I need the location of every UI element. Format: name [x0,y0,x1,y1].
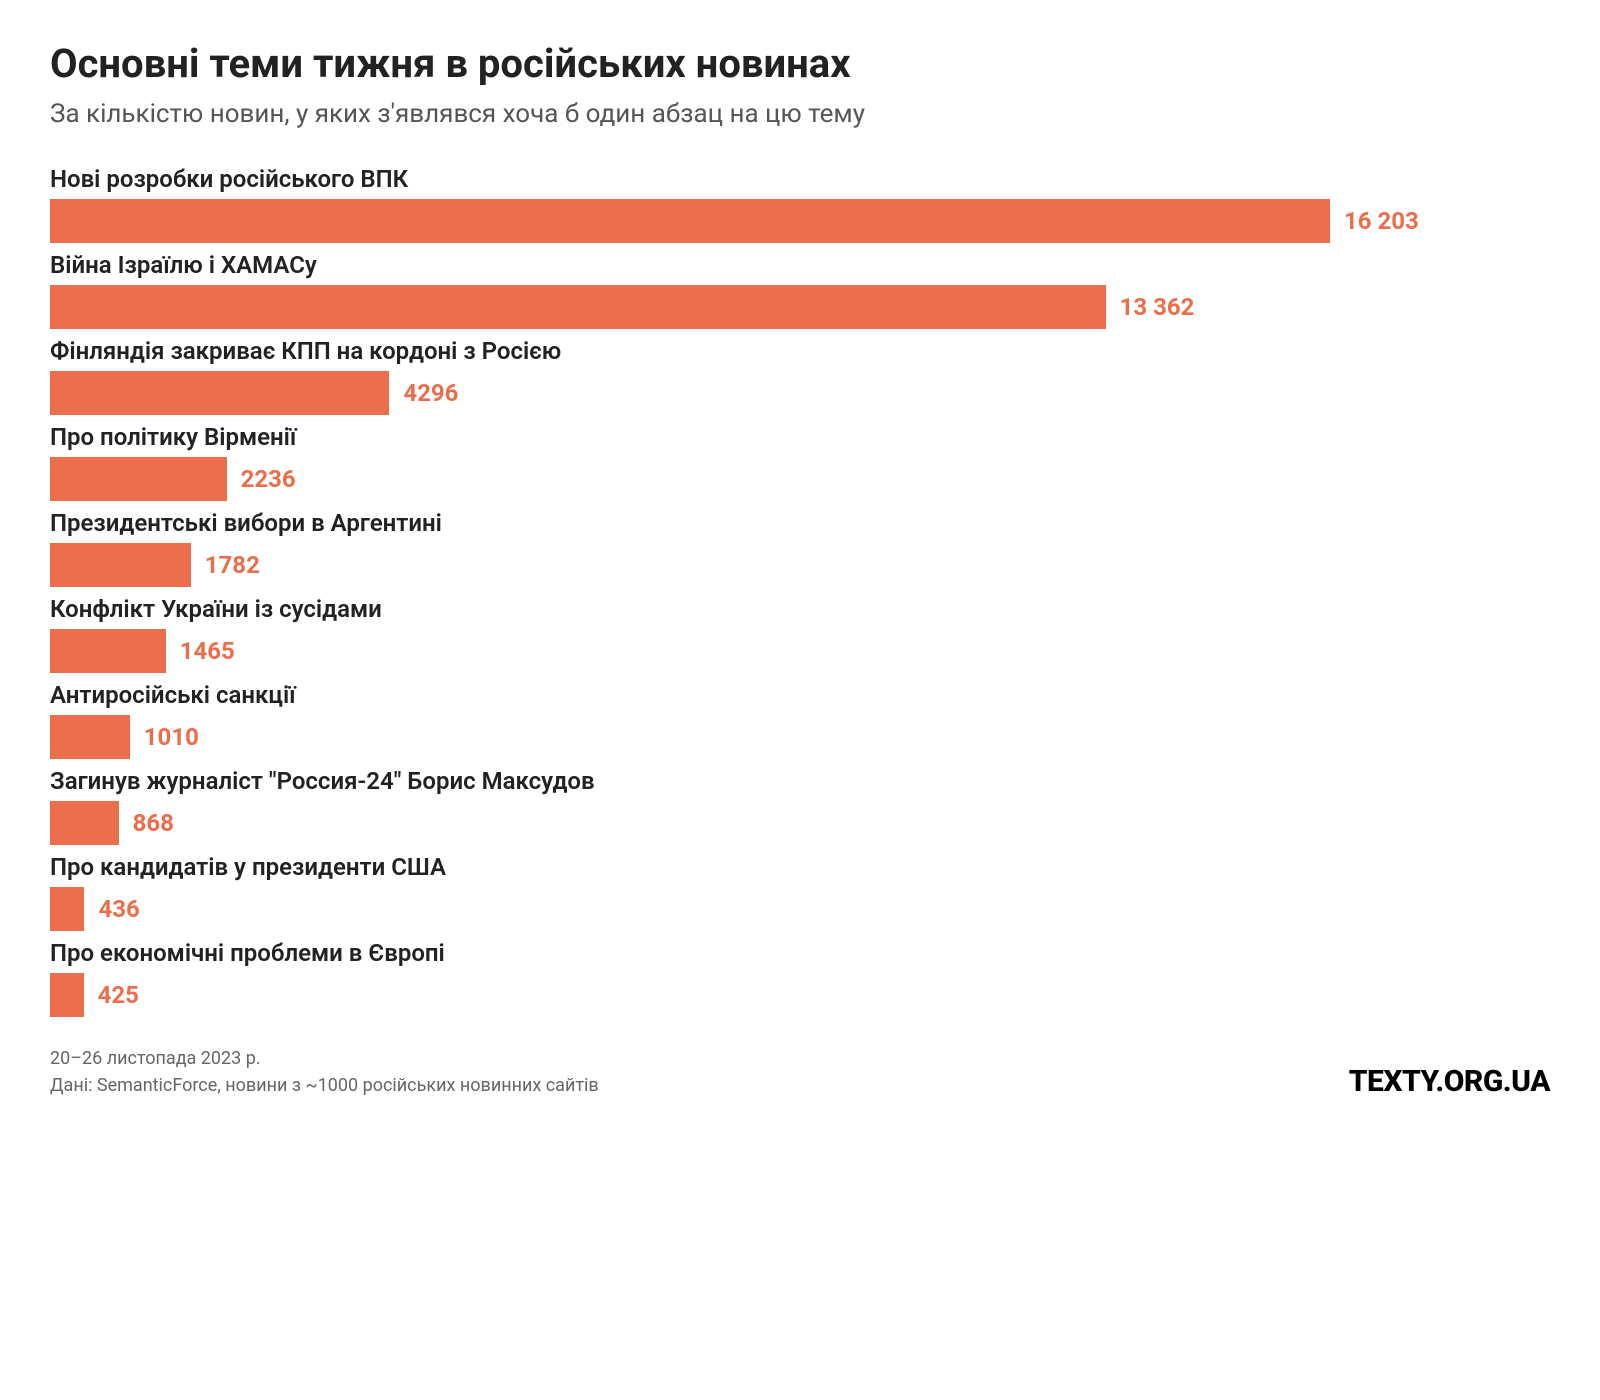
bar-fill [50,543,191,587]
bar-track: 868 [50,801,1550,845]
bar-value: 425 [98,981,139,1009]
bar-value: 16 203 [1344,207,1419,235]
bar-value: 13 362 [1120,293,1195,321]
bar-label: Про економічні проблеми в Європі [50,939,1550,967]
bar-track: 425 [50,973,1550,1017]
chart-subtitle: За кількістю новин, у яких з'являвся хоч… [50,99,1550,129]
bar-label: Війна Ізраїлю і ХАМАСу [50,251,1550,279]
bar-fill [50,371,389,415]
bar-value: 2236 [241,465,296,493]
bar-row: Про політику Вірменії 2236 [50,423,1550,501]
bar-track: 1465 [50,629,1550,673]
bar-fill [50,285,1106,329]
bar-track: 2236 [50,457,1550,501]
bar-label: Про кандидатів у президенти США [50,853,1550,881]
bar-fill [50,199,1330,243]
bar-track: 1782 [50,543,1550,587]
chart-footer: 20–26 листопада 2023 р. Дані: SemanticFo… [50,1045,1550,1099]
bar-value: 4296 [403,379,458,407]
bar-track: 13 362 [50,285,1550,329]
bar-row: Антиросійські санкції 1010 [50,681,1550,759]
bar-row: Війна Ізраїлю і ХАМАСу 13 362 [50,251,1550,329]
chart-area: Нові розробки російського ВПК 16 203 Війна… [50,165,1550,1017]
bar-track: 16 203 [50,199,1550,243]
bar-label: Антиросійські санкції [50,681,1550,709]
bar-track: 4296 [50,371,1550,415]
bar-fill [50,457,227,501]
bar-row: Президентські вибори в Аргентині 1782 [50,509,1550,587]
chart-title: Основні теми тижня в російських новинах [50,40,1550,87]
bar-label: Конфлікт України із сусідами [50,595,1550,623]
bar-row: Нові розробки російського ВПК 16 203 [50,165,1550,243]
footer-attribution: TEXTY.ORG.UA [1349,1064,1550,1099]
bar-value: 1782 [205,551,260,579]
bar-value: 868 [133,809,174,837]
bar-fill [50,887,84,931]
bar-row: Про кандидатів у президенти США 436 [50,853,1550,931]
footer-meta: 20–26 листопада 2023 р. Дані: SemanticFo… [50,1045,599,1099]
bar-track: 436 [50,887,1550,931]
bar-label: Загинув журналіст "Россия-24" Борис Макс… [50,767,1550,795]
bar-label: Фінляндія закриває КПП на кордоні з Росі… [50,337,1550,365]
footer-date-range: 20–26 листопада 2023 р. [50,1045,599,1072]
bar-row: Фінляндія закриває КПП на кордоні з Росі… [50,337,1550,415]
bar-fill [50,801,119,845]
bar-fill [50,973,84,1017]
bar-fill [50,715,130,759]
bar-label: Про політику Вірменії [50,423,1550,451]
bar-value: 1465 [180,637,235,665]
bar-label: Президентські вибори в Аргентині [50,509,1550,537]
bar-track: 1010 [50,715,1550,759]
bar-row: Загинув журналіст "Россия-24" Борис Макс… [50,767,1550,845]
bar-row: Конфлікт України із сусідами 1465 [50,595,1550,673]
bar-label: Нові розробки російського ВПК [50,165,1550,193]
footer-source: Дані: SemanticForce, новини з ~1000 росі… [50,1072,599,1099]
bar-value: 1010 [144,723,199,751]
bar-value: 436 [98,895,139,923]
bar-row: Про економічні проблеми в Європі 425 [50,939,1550,1017]
bar-fill [50,629,166,673]
